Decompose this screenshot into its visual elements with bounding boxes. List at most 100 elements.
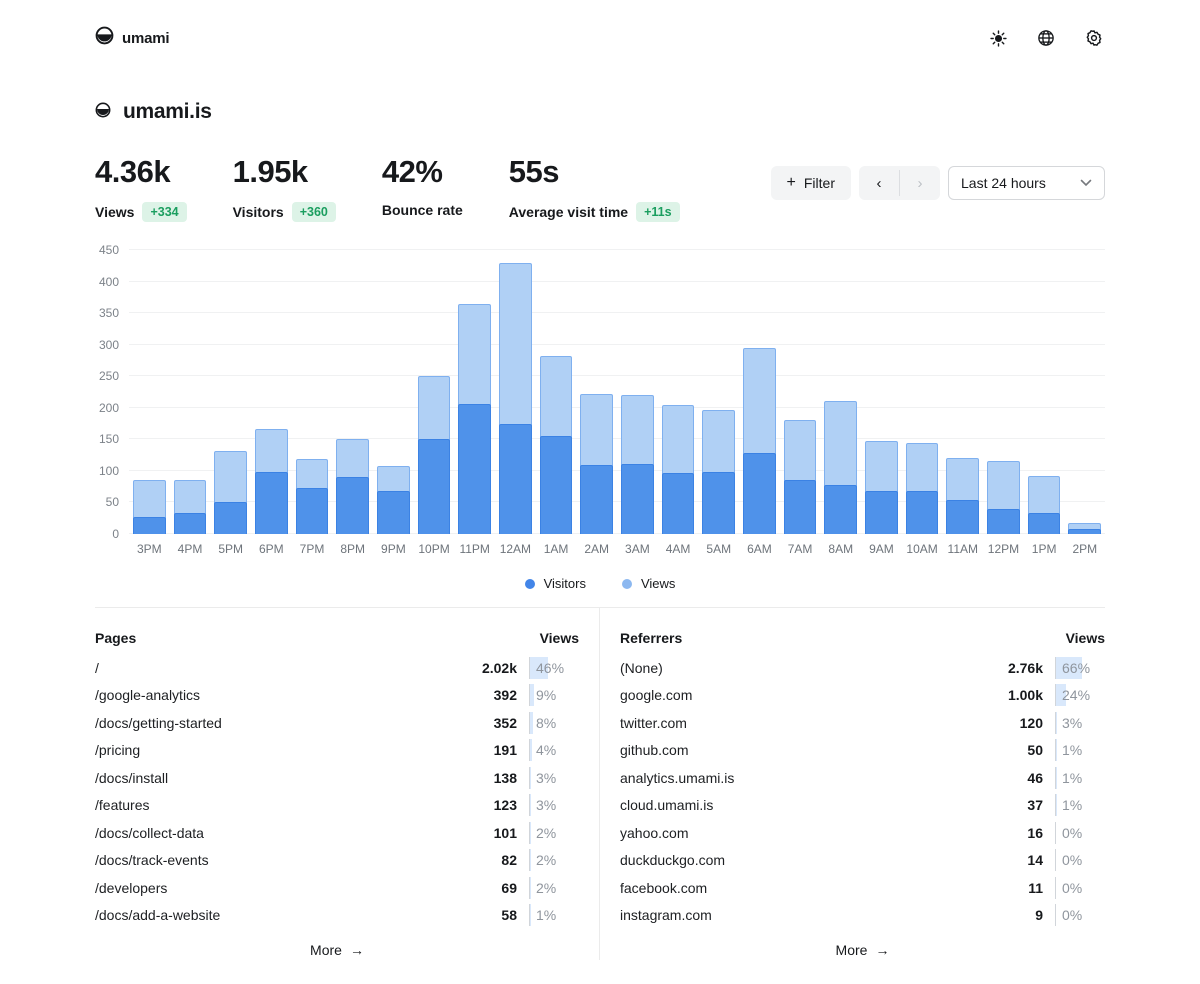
- table-row[interactable]: /pricing 191 4%: [95, 737, 579, 765]
- settings-gear-icon[interactable]: [1083, 27, 1105, 49]
- bar-slot[interactable]: [251, 250, 292, 534]
- row-percent-fill: [530, 821, 531, 844]
- table-row[interactable]: /features 123 3%: [95, 792, 579, 820]
- bar-slot[interactable]: [373, 250, 414, 534]
- bar-slot[interactable]: [495, 250, 536, 534]
- table-row[interactable]: (None) 2.76k 66%: [620, 654, 1105, 682]
- table-row[interactable]: google.com 1.00k 24%: [620, 682, 1105, 710]
- table-row[interactable]: yahoo.com 16 0%: [620, 819, 1105, 847]
- x-tick-label: 4AM: [665, 542, 691, 556]
- y-tick-label: 400: [98, 274, 119, 289]
- more-row: More →: [620, 942, 1105, 960]
- row-value: 58: [501, 907, 517, 924]
- bar-slot[interactable]: [983, 250, 1024, 534]
- legend-label: Visitors: [543, 576, 586, 591]
- y-tick-label: 100: [98, 463, 119, 478]
- row-value: 16: [1027, 824, 1043, 841]
- date-range-select[interactable]: Last 24 hours: [948, 166, 1105, 200]
- visitors-bar: [865, 491, 898, 534]
- bar-slot[interactable]: [902, 250, 943, 534]
- x-tick-label: 6PM: [259, 542, 284, 556]
- x-tick-label: 7AM: [787, 542, 813, 556]
- visitors-bar: [539, 436, 573, 534]
- legend-label: Views: [640, 576, 676, 591]
- bar-slot[interactable]: [170, 250, 211, 534]
- table-row[interactable]: /docs/getting-started 352 8%: [95, 709, 579, 737]
- x-tick-label: 2PM: [1072, 542, 1098, 556]
- table-row[interactable]: instagram.com 9 0%: [620, 902, 1105, 930]
- row-percent-text: 9%: [536, 687, 557, 704]
- row-label: /docs/getting-started: [95, 714, 222, 731]
- row-value: 123: [493, 797, 517, 814]
- table-row[interactable]: /docs/track-events 82 2%: [95, 847, 579, 875]
- row-percent-fill: [1056, 684, 1066, 707]
- row-percent-cell: 9%: [529, 684, 579, 707]
- bar-slot[interactable]: [454, 250, 495, 534]
- bar-slot[interactable]: [332, 250, 373, 534]
- row-label: instagram.com: [620, 907, 712, 924]
- bar-slot[interactable]: [210, 250, 251, 534]
- brand[interactable]: umami: [95, 26, 170, 50]
- table-row[interactable]: facebook.com 11 0%: [620, 874, 1105, 902]
- bar-slot[interactable]: [942, 250, 983, 534]
- visitors-bar: [295, 487, 329, 534]
- table-row[interactable]: analytics.umami.is 46 1%: [620, 764, 1105, 792]
- bar-slot[interactable]: [576, 250, 617, 534]
- table-row[interactable]: github.com 50 1%: [620, 737, 1105, 765]
- chart-gridlines: [129, 249, 1105, 534]
- row-percent-cell: 24%: [1055, 684, 1105, 707]
- next-period-button[interactable]: ›: [900, 166, 940, 200]
- bar-slot[interactable]: [536, 250, 577, 534]
- metrics-row: 4.36k Views +334 1.95k Visitors +360 42% Bounce…: [95, 154, 1105, 222]
- x-tick-label: 5PM: [218, 542, 244, 556]
- row-value: 82: [501, 852, 517, 869]
- bar-slot[interactable]: [292, 250, 333, 534]
- bar-slot[interactable]: [739, 250, 780, 534]
- bar-slot[interactable]: [861, 250, 902, 534]
- visitors-bar: [214, 501, 248, 534]
- chart-controls: + Filter ‹ › Last 24 hours: [770, 166, 1105, 200]
- table-row[interactable]: /google-analytics 392 9%: [95, 682, 579, 710]
- legend-item-views[interactable]: Views: [621, 576, 676, 591]
- language-globe-icon[interactable]: [1035, 27, 1057, 49]
- more-link[interactable]: More →: [836, 942, 890, 958]
- bar-slot[interactable]: [1064, 250, 1105, 534]
- bar-slot[interactable]: [414, 250, 455, 534]
- more-link[interactable]: More →: [310, 942, 364, 958]
- table-row[interactable]: /developers 69 2%: [95, 874, 579, 902]
- metric-label-row: Views +334: [95, 202, 187, 222]
- table-row[interactable]: / 2.02k 46%: [95, 654, 579, 682]
- filter-button[interactable]: + Filter: [770, 166, 851, 200]
- chevron-down-icon: [1080, 179, 1092, 187]
- table-row[interactable]: /docs/collect-data 101 2%: [95, 819, 579, 847]
- gridline: [129, 406, 1105, 408]
- brand-name: umami: [122, 29, 170, 47]
- metric-value: 1.95k: [232, 154, 309, 189]
- row-percent-text: 3%: [1062, 714, 1083, 731]
- table-row[interactable]: duckduckgo.com 14 0%: [620, 847, 1105, 875]
- legend-item-visitors[interactable]: Visitors: [524, 576, 586, 591]
- page-title: umami.is: [123, 100, 212, 123]
- row-label: yahoo.com: [620, 824, 689, 841]
- row-value: 101: [493, 824, 517, 841]
- row-percent-cell: 1%: [1055, 794, 1105, 817]
- row-percent-cell: 3%: [1055, 711, 1105, 734]
- row-label: /docs/install: [95, 769, 169, 786]
- row-percent-text: 1%: [1062, 797, 1083, 814]
- bar-slot[interactable]: [658, 250, 699, 534]
- prev-period-button[interactable]: ‹: [859, 166, 899, 200]
- row-percent-text: 3%: [536, 769, 557, 786]
- gridline: [129, 533, 1105, 534]
- bar-slot[interactable]: [1024, 250, 1065, 534]
- theme-sun-icon[interactable]: [987, 27, 1009, 49]
- table-row[interactable]: /docs/install 138 3%: [95, 764, 579, 792]
- table-row[interactable]: twitter.com 120 3%: [620, 709, 1105, 737]
- bar-slot[interactable]: [780, 250, 821, 534]
- bar-slot[interactable]: [617, 250, 658, 534]
- bar-slot[interactable]: [698, 250, 739, 534]
- bar-slot[interactable]: [820, 250, 861, 534]
- table-row[interactable]: cloud.umami.is 37 1%: [620, 792, 1105, 820]
- table-row[interactable]: /docs/add-a-website 58 1%: [95, 902, 579, 930]
- gridline: [129, 438, 1105, 440]
- bar-slot[interactable]: [129, 250, 170, 534]
